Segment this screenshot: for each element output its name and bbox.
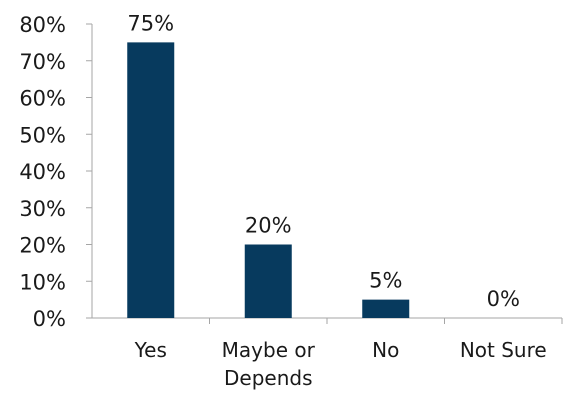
category-label: Yes bbox=[134, 338, 167, 362]
y-tick-label: 10% bbox=[19, 270, 66, 294]
category-label: No bbox=[372, 338, 399, 362]
bar bbox=[362, 299, 410, 318]
category-label: Depends bbox=[224, 366, 313, 390]
y-tick-label: 50% bbox=[19, 123, 66, 147]
bar bbox=[127, 42, 175, 318]
y-tick-label: 70% bbox=[19, 50, 66, 74]
y-axis-ticks: 0% 10% 20% 30% 40% 50% 60% 70% 80% bbox=[19, 13, 92, 331]
category-label: Not Sure bbox=[460, 338, 547, 362]
bar bbox=[244, 244, 292, 318]
y-tick-label: 60% bbox=[19, 87, 66, 111]
data-label: 5% bbox=[369, 269, 402, 293]
y-tick-label: 0% bbox=[33, 307, 66, 331]
data-label: 0% bbox=[487, 287, 520, 311]
data-labels: 75% 20% 5% 0% bbox=[127, 11, 520, 311]
category-labels: Yes Maybe or Depends No Not Sure bbox=[134, 338, 547, 390]
x-axis-ticks bbox=[209, 318, 563, 324]
y-tick-label: 30% bbox=[19, 197, 66, 221]
data-label: 20% bbox=[245, 214, 292, 238]
y-tick-label: 20% bbox=[19, 234, 66, 258]
category-label: Maybe or bbox=[222, 338, 316, 362]
y-tick-label: 80% bbox=[19, 13, 66, 37]
data-label: 75% bbox=[127, 11, 174, 35]
y-tick-label: 40% bbox=[19, 160, 66, 184]
bar-series bbox=[127, 42, 410, 318]
